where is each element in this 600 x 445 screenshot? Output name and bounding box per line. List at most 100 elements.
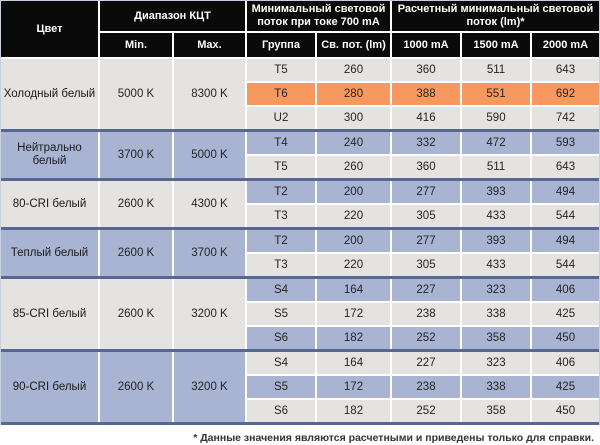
group-cell: S5: [247, 376, 315, 398]
flux-2000-cell: 643: [532, 156, 599, 178]
flux-2000-cell: 494: [532, 181, 599, 203]
group-cell: T3: [247, 254, 315, 276]
section-warm-white: Теплый белый 2600 K 3700 K T2 200 277 39…: [1, 227, 599, 276]
flux-700-cell: 164: [317, 279, 390, 301]
flux-700-cell: 182: [317, 400, 390, 422]
flux-1000-cell: 252: [392, 327, 460, 349]
flux-2000-cell: 406: [532, 352, 599, 374]
header-cell-1500ma: 1500 mA: [462, 33, 530, 57]
footnote: * Данные значения являются расчетными и …: [193, 432, 594, 444]
group-cell: S6: [247, 400, 315, 422]
flux-2000-cell: 544: [532, 254, 599, 276]
flux-1500-cell: 511: [462, 156, 530, 178]
kct-max-cell: 3200 K: [174, 279, 245, 349]
kct-min-cell: 3700 K: [100, 132, 172, 178]
flux-1500-cell-highlighted: 551: [462, 83, 530, 105]
flux-1000-cell: 252: [392, 400, 460, 422]
flux-2000-cell: 544: [532, 205, 599, 227]
group-cell: S5: [247, 303, 315, 325]
flux-1000-cell: 238: [392, 303, 460, 325]
flux-700-cell: 240: [317, 132, 390, 154]
header-cell-kct-range: Диапазон КЦТ: [100, 1, 245, 31]
group-cell: T5: [247, 156, 315, 178]
flux-1000-cell: 277: [392, 181, 460, 203]
group-cell-highlighted: T6: [247, 83, 315, 105]
flux-700-cell: 164: [317, 352, 390, 374]
flux-700-cell: 172: [317, 303, 390, 325]
group-cell: U2: [247, 107, 315, 129]
color-name-cell: 85-CRI белый: [1, 279, 98, 349]
flux-1500-cell: 590: [462, 107, 530, 129]
flux-2000-cell: 406: [532, 279, 599, 301]
header-cell-max: Max.: [174, 33, 245, 57]
flux-1000-cell-highlighted: 388: [392, 83, 460, 105]
flux-2000-cell: 450: [532, 327, 599, 349]
flux-2000-cell: 425: [532, 303, 599, 325]
header-cell-group: Группа: [247, 33, 315, 57]
kct-min-cell: 2600 K: [100, 230, 172, 276]
color-name-cell: 90-CRI белый: [1, 352, 98, 422]
flux-1500-cell: 433: [462, 254, 530, 276]
flux-700-cell: 172: [317, 376, 390, 398]
flux-1500-cell: 323: [462, 279, 530, 301]
table-header: Цвет Диапазон КЦТ Минимальный световой п…: [1, 1, 599, 57]
flux-700-cell: 220: [317, 205, 390, 227]
header-cell-flux: Св. пот. (lm): [317, 33, 390, 57]
flux-1500-cell: 511: [462, 59, 530, 81]
flux-700-cell: 260: [317, 156, 390, 178]
kct-max-cell: 8300 K: [174, 59, 245, 129]
header-cell-color: Цвет: [1, 1, 98, 57]
flux-1500-cell: 393: [462, 230, 530, 252]
color-name-cell: Холодный белый: [1, 59, 98, 129]
flux-1000-cell: 277: [392, 230, 460, 252]
flux-2000-cell: 742: [532, 107, 599, 129]
color-name-cell: Теплый белый: [1, 230, 98, 276]
group-cell: S4: [247, 352, 315, 374]
flux-700-cell: 200: [317, 230, 390, 252]
kct-min-cell: 5000 K: [100, 59, 172, 129]
kct-max-cell: 5000 K: [174, 132, 245, 178]
flux-700-cell: 260: [317, 59, 390, 81]
header-cell-min-flux-700: Минимальный световой поток при токе 700 …: [247, 1, 390, 31]
flux-1500-cell: 358: [462, 327, 530, 349]
flux-700-cell: 182: [317, 327, 390, 349]
flux-1500-cell: 323: [462, 352, 530, 374]
flux-1000-cell: 305: [392, 205, 460, 227]
flux-1500-cell: 393: [462, 181, 530, 203]
flux-1000-cell: 227: [392, 352, 460, 374]
kct-max-cell: 3200 K: [174, 352, 245, 422]
color-name-cell: Нейтрально белый: [1, 132, 98, 178]
flux-700-cell: 220: [317, 254, 390, 276]
led-spec-table: Цвет Диапазон КЦТ Минимальный световой п…: [0, 0, 600, 425]
flux-2000-cell: 593: [532, 132, 599, 154]
header-cell-min: Min.: [100, 33, 172, 57]
flux-2000-cell: 494: [532, 230, 599, 252]
kct-max-cell: 3700 K: [174, 230, 245, 276]
flux-700-cell: 200: [317, 181, 390, 203]
color-name-cell: 80-CRI белый: [1, 181, 98, 227]
group-cell: S6: [247, 327, 315, 349]
flux-1500-cell: 358: [462, 400, 530, 422]
flux-2000-cell: 425: [532, 376, 599, 398]
flux-1000-cell: 360: [392, 156, 460, 178]
flux-2000-cell: 643: [532, 59, 599, 81]
flux-700-cell: 300: [317, 107, 390, 129]
kct-min-cell: 2600 K: [100, 181, 172, 227]
group-cell: T3: [247, 205, 315, 227]
section-85cri-white: 85-CRI белый 2600 K 3200 K S4 164 227 32…: [1, 276, 599, 349]
header-cell-calc-min-flux: Расчетный минимальный световой поток (lm…: [392, 1, 599, 31]
flux-1500-cell: 338: [462, 303, 530, 325]
flux-1000-cell: 332: [392, 132, 460, 154]
group-cell: S4: [247, 279, 315, 301]
flux-700-cell-highlighted: 280: [317, 83, 390, 105]
header-cell-2000ma: 2000 mA: [532, 33, 599, 57]
kct-min-cell: 2600 K: [100, 279, 172, 349]
flux-1000-cell: 416: [392, 107, 460, 129]
flux-1000-cell: 305: [392, 254, 460, 276]
kct-min-cell: 2600 K: [100, 352, 172, 422]
header-cell-1000ma: 1000 mA: [392, 33, 460, 57]
section-80cri-white: 80-CRI белый 2600 K 4300 K T2 200 277 39…: [1, 178, 599, 227]
section-90cri-white: 90-CRI белый 2600 K 3200 K S4 164 227 32…: [1, 349, 599, 425]
section-cold-white: Холодный белый 5000 K 8300 K T5 260 360 …: [1, 59, 599, 129]
